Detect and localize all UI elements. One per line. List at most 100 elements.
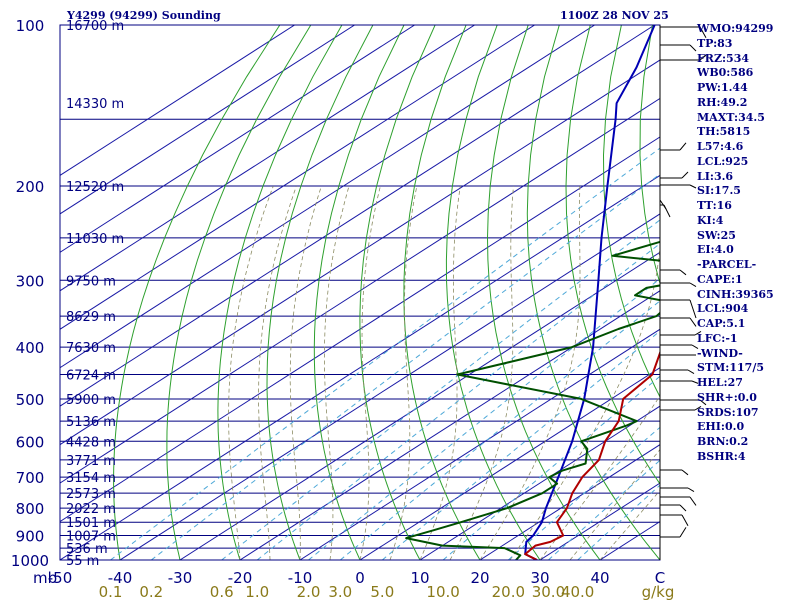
height-label: 536 m: [66, 542, 108, 557]
wind-barb-flag: [694, 330, 702, 336]
wind-barb-flag: [679, 269, 687, 276]
pressure-tick-label: 900: [16, 528, 45, 546]
sounding-profiles: [405, 25, 660, 560]
wind-barb-flag: [699, 26, 707, 39]
wind-barb-flag: [691, 344, 699, 350]
height-label: 2573 m: [66, 487, 116, 502]
wind-barb-flag: [681, 514, 689, 527]
mixing-ratio-label: 30.0: [532, 583, 565, 600]
temperature-units-label: C: [655, 569, 665, 587]
mixing-ratio-label: 5.0: [370, 583, 394, 600]
chart-time: 1100Z 28 NOV 25: [560, 9, 669, 22]
indices-panel-item: CINH:39365: [697, 287, 774, 301]
moist-adiabat: [419, 186, 461, 560]
temperature-tick-label: 0: [355, 569, 365, 587]
indices-panel-item: CAPE:1: [697, 272, 743, 286]
temperature-tick-label: -10: [288, 569, 313, 587]
height-label: 2022 m: [66, 502, 116, 517]
pressure-tick-label: 800: [16, 500, 45, 518]
indices-panel-item: LCL:925: [697, 154, 749, 168]
mixing-ratio-label: 2.0: [297, 583, 321, 600]
isotherm: [299, 328, 660, 560]
pressure-tick-label: 200: [16, 178, 45, 196]
isotherm: [60, 25, 475, 292]
indices-panel-item: EHI:0.0: [697, 420, 745, 434]
moist-adiabat: [323, 185, 350, 560]
mixing-ratio-line: [339, 300, 660, 560]
dry-adiabat: [602, 25, 660, 399]
isotherm: [60, 136, 660, 523]
mixing-ratio-line: [381, 330, 660, 560]
height-label: 3771 m: [66, 454, 116, 469]
moist-adiabat: [228, 185, 274, 560]
wind-barb-flag: [699, 399, 707, 406]
indices-panel-item: SI:17.5: [697, 184, 741, 198]
wind-barbs: [659, 25, 707, 560]
wind-barb-flag: [689, 44, 697, 52]
dewpoint-curve: [405, 240, 660, 560]
indices-panel: WMO:94299 TP:83 FRZ:534 WB0:586 PW:1.44 RH:49…: [697, 22, 797, 465]
isotherm: [479, 444, 660, 560]
mixing-ratio-line: [442, 375, 660, 560]
height-label: 14330 m: [66, 97, 124, 112]
isotherm: [60, 25, 295, 176]
temperature-curve: [524, 350, 660, 560]
moist-adiabat: [449, 186, 514, 560]
indices-panel-item: STM:117/5: [697, 361, 764, 375]
mixing-ratio-line: [548, 459, 660, 560]
mixing-ratio-line: [507, 426, 660, 560]
isotherm: [119, 213, 660, 560]
indices-panel-item: SW:25: [697, 228, 736, 242]
moist-adiabat: [289, 185, 322, 560]
indices-panel-item: BRN:0.2: [697, 435, 749, 448]
indices-panel-item: LI:3.6: [697, 169, 734, 183]
indices-panel-item: SHR+:0.0: [697, 390, 757, 404]
wind-barb-flag: [689, 317, 697, 327]
dry-adiabat: [526, 25, 660, 560]
isotherm: [60, 59, 660, 446]
pressure-tick-label: 600: [16, 433, 45, 451]
indices-panel-item: L57:4.6: [697, 140, 744, 153]
moist-adiabat: [479, 186, 581, 560]
mixing-ratio-label: 40.0: [561, 583, 594, 600]
moist-adiabat: [258, 185, 297, 560]
wind-barb-flag: [679, 142, 687, 151]
pressure-axis-label: mb: [33, 569, 57, 587]
mixing-ratio-line: [221, 219, 660, 560]
isotherm: [60, 97, 660, 484]
wind-barb-flag: [679, 527, 687, 538]
dry-adiabat: [486, 25, 601, 560]
indices-panel-item: -PARCEL-: [697, 258, 757, 271]
wind-barb-flag: [687, 369, 695, 375]
moist-adiabat: [569, 448, 660, 560]
pressure-tick-label: 700: [16, 469, 45, 487]
dry-adiabat: [313, 25, 405, 560]
dry-adiabat: [166, 25, 312, 560]
temperature-tick-label: 40: [590, 569, 609, 587]
wind-barb-flag: [679, 504, 687, 512]
mixing-ratio-label: 20.0: [492, 583, 525, 600]
mixing-ratio-line: [577, 484, 660, 560]
mixing-ratio-label: 1.0: [245, 583, 269, 600]
pressure-tick-label: 1000: [11, 552, 49, 570]
height-label: 5136 m: [66, 415, 116, 430]
dry-adiabat: [445, 25, 541, 560]
mixing-ratio-label: 0.1: [99, 583, 123, 600]
isotherm: [60, 25, 655, 407]
dry-adiabat: [266, 25, 374, 560]
height-label: 4428 m: [66, 435, 116, 450]
indices-panel-item: -WIND-: [697, 346, 743, 360]
height-label: 7630 m: [66, 341, 116, 356]
mixing-ratio-line: [150, 173, 660, 560]
isotherm: [60, 25, 595, 369]
dry-adiabat: [565, 25, 660, 485]
height-label: 12520 m: [66, 180, 124, 195]
mixing-ratio-label: 0.6: [210, 583, 234, 600]
wind-barb-flag: [689, 282, 697, 288]
parcel-curve: [524, 25, 656, 560]
wind-barb-flag: [691, 380, 699, 384]
indices-panel-item: PW:1.44: [697, 81, 748, 94]
indices-panel-item: CAP:5.1: [697, 317, 746, 330]
wind-barb-flag: [694, 405, 702, 411]
